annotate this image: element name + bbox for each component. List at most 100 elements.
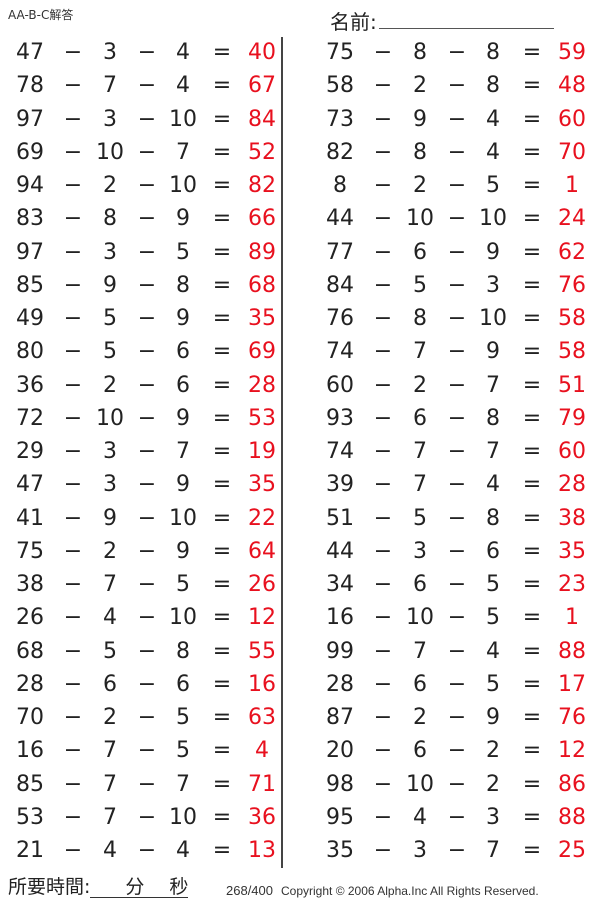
minus-sign: − bbox=[373, 405, 393, 431]
operand: 8 bbox=[486, 73, 500, 99]
minus-sign: − bbox=[447, 372, 467, 398]
minus-sign: − bbox=[137, 738, 157, 764]
operand: 20 bbox=[326, 738, 354, 764]
operand: 3 bbox=[103, 106, 117, 132]
answer: 67 bbox=[248, 73, 276, 99]
minus-sign: − bbox=[373, 705, 393, 730]
operand: 34 bbox=[326, 572, 354, 597]
operand: 2 bbox=[486, 738, 500, 764]
operand: 7 bbox=[103, 572, 117, 597]
minus-sign: − bbox=[373, 239, 393, 265]
equals-sign: = bbox=[522, 472, 542, 498]
minus-sign: − bbox=[63, 572, 83, 597]
operand: 10 bbox=[169, 605, 197, 631]
minus-sign: − bbox=[137, 671, 157, 697]
equals-sign: = bbox=[522, 405, 542, 431]
minus-sign: − bbox=[137, 638, 157, 664]
operand: 9 bbox=[486, 705, 500, 730]
operand: 7 bbox=[486, 372, 500, 398]
operand: 9 bbox=[486, 339, 500, 365]
operand: 5 bbox=[103, 306, 117, 331]
operand: 10 bbox=[169, 106, 197, 132]
operand: 3 bbox=[486, 804, 500, 830]
minus-sign: − bbox=[63, 838, 83, 863]
answer: 35 bbox=[558, 538, 586, 564]
operand: 5 bbox=[176, 572, 190, 597]
operand: 49 bbox=[16, 306, 44, 331]
operand: 82 bbox=[326, 139, 354, 165]
equals-sign: = bbox=[522, 439, 542, 464]
equals-sign: = bbox=[522, 73, 542, 99]
answer: 12 bbox=[558, 738, 586, 764]
answer: 4 bbox=[255, 738, 269, 764]
answer: 25 bbox=[558, 838, 586, 863]
minus-sign: − bbox=[63, 106, 83, 132]
equals-sign: = bbox=[212, 605, 232, 631]
equals-sign: = bbox=[212, 106, 232, 132]
equals-sign: = bbox=[212, 804, 232, 830]
answer: 38 bbox=[558, 505, 586, 531]
operand: 4 bbox=[176, 838, 190, 863]
operand: 97 bbox=[16, 106, 44, 132]
operand: 70 bbox=[16, 705, 44, 730]
minus-sign: − bbox=[373, 472, 393, 498]
minus-sign: − bbox=[373, 106, 393, 132]
time-label: 所要時間: bbox=[8, 876, 91, 898]
answer: 23 bbox=[558, 572, 586, 597]
answer: 82 bbox=[248, 173, 276, 198]
operand: 2 bbox=[103, 372, 117, 398]
minus-sign: − bbox=[137, 439, 157, 464]
equals-sign: = bbox=[522, 804, 542, 830]
operand: 80 bbox=[16, 339, 44, 365]
operand: 99 bbox=[326, 638, 354, 664]
minus-sign: − bbox=[447, 239, 467, 265]
operand: 39 bbox=[326, 472, 354, 498]
operand: 10 bbox=[406, 771, 434, 797]
operand: 8 bbox=[103, 206, 117, 232]
minus-sign: − bbox=[137, 40, 157, 65]
operand: 5 bbox=[413, 505, 427, 531]
operand: 84 bbox=[326, 272, 354, 298]
minus-sign: − bbox=[447, 439, 467, 464]
operand: 78 bbox=[16, 73, 44, 99]
operand: 5 bbox=[486, 173, 500, 198]
answer: 58 bbox=[558, 306, 586, 331]
operand: 9 bbox=[103, 505, 117, 531]
minus-sign: − bbox=[63, 705, 83, 730]
answer: 88 bbox=[558, 638, 586, 664]
operand: 3 bbox=[103, 472, 117, 498]
minus-sign: − bbox=[63, 139, 83, 165]
operand: 28 bbox=[16, 671, 44, 697]
operand: 8 bbox=[176, 272, 190, 298]
minus-sign: − bbox=[63, 40, 83, 65]
name-label: 名前: bbox=[330, 10, 377, 34]
name-field: 名前: bbox=[330, 6, 554, 35]
minutes-label: 分 bbox=[90, 877, 145, 898]
minus-sign: − bbox=[373, 173, 393, 198]
minus-sign: − bbox=[447, 538, 467, 564]
minus-sign: − bbox=[447, 705, 467, 730]
operand: 7 bbox=[103, 771, 117, 797]
minus-sign: − bbox=[373, 538, 393, 564]
equals-sign: = bbox=[212, 671, 232, 697]
name-blank bbox=[378, 12, 554, 29]
operand: 21 bbox=[16, 838, 44, 863]
answer: 55 bbox=[248, 638, 276, 664]
operand: 2 bbox=[413, 173, 427, 198]
time-taken: 所要時間: 分秒 bbox=[8, 876, 213, 898]
operand: 4 bbox=[103, 605, 117, 631]
equals-sign: = bbox=[522, 239, 542, 265]
operand: 8 bbox=[413, 40, 427, 65]
operand: 10 bbox=[169, 173, 197, 198]
seconds-label: 秒 bbox=[144, 877, 189, 898]
answer: 36 bbox=[248, 804, 276, 830]
operand: 4 bbox=[486, 106, 500, 132]
operand: 6 bbox=[176, 339, 190, 365]
minus-sign: − bbox=[137, 572, 157, 597]
answer: 64 bbox=[248, 538, 276, 564]
operand: 44 bbox=[326, 206, 354, 232]
minus-sign: − bbox=[373, 73, 393, 99]
operand: 60 bbox=[326, 372, 354, 398]
operand: 73 bbox=[326, 106, 354, 132]
